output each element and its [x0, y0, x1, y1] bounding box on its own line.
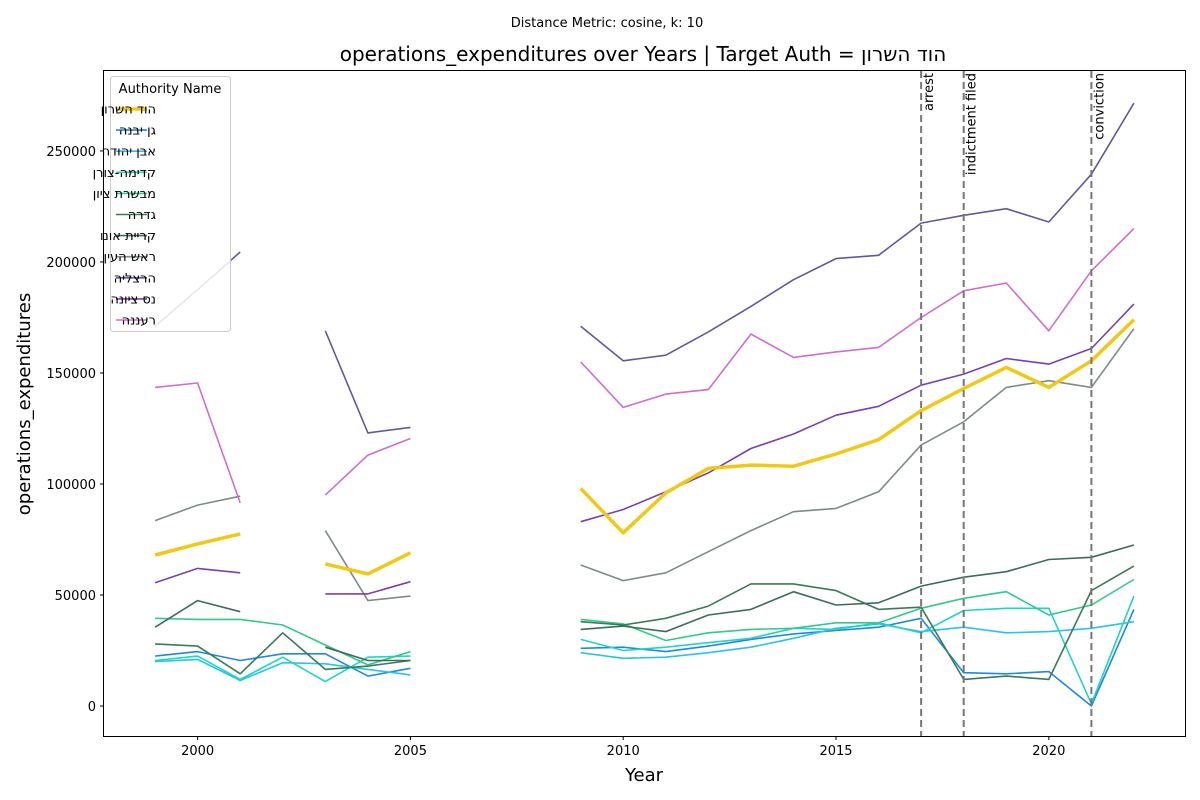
legend-label: ראש העין — [104, 250, 156, 265]
legend-label: מבשרת ציון — [93, 187, 156, 202]
y-tick-label: 150000 — [46, 367, 96, 382]
series-line — [155, 565, 1135, 681]
legend-label: קריית אונו — [100, 229, 156, 244]
legend-label: הוד השרון — [101, 103, 156, 118]
series-line — [154, 102, 1135, 434]
series-line — [155, 578, 1135, 666]
x-tick-label: 2005 — [394, 744, 427, 759]
plot-area: arrest indictment filed conviction — [154, 71, 1136, 736]
series-line — [154, 328, 1135, 602]
series-line — [154, 303, 1135, 595]
y-tick-label: 200000 — [46, 256, 96, 271]
x-tick-label: 2010 — [607, 744, 640, 759]
legend-title: Authority Name — [119, 82, 222, 97]
chart-suptitle: Distance Metric: cosine, k: 10 — [511, 16, 703, 31]
legend-label: רעננה — [122, 314, 156, 329]
event-label: conviction — [1092, 73, 1107, 140]
series-line — [155, 228, 1135, 504]
event-label: indictment filed — [965, 73, 980, 175]
x-tick-label: 2000 — [181, 744, 214, 759]
y-tick-label: 250000 — [46, 145, 96, 160]
event-label: arrest — [922, 73, 937, 111]
legend-label: אבן יהודה — [102, 145, 156, 160]
x-tick-label: 2020 — [1032, 744, 1065, 759]
legend-label: קדימה-צורן — [93, 166, 156, 181]
legend: Authority Name הוד השרון גן יבנה אבן יהודה… — [93, 76, 231, 332]
y-tick-label: 100000 — [46, 478, 96, 493]
chart-title: operations_expenditures over Years | Tar… — [340, 42, 947, 66]
x-tick-label: 2015 — [819, 744, 852, 759]
legend-label: הרצליה — [114, 271, 156, 286]
series-line — [155, 620, 1135, 682]
x-axis: 2000 2005 2010 2015 2020 — [181, 736, 1065, 759]
y-tick-label: 50000 — [55, 589, 96, 604]
x-axis-label: Year — [624, 765, 664, 786]
y-axis-label: operations_expenditures — [14, 293, 35, 515]
legend-label: גן יבנה — [119, 124, 156, 139]
legend-box — [110, 76, 231, 332]
legend-label: גדרה — [128, 208, 156, 223]
series-line — [154, 544, 1135, 662]
series-line — [155, 595, 1135, 705]
plot-frame — [103, 70, 1186, 737]
series-line — [154, 318, 1136, 576]
legend-label: נס ציונה — [110, 292, 156, 307]
y-tick-label: 0 — [88, 700, 96, 715]
series-line — [155, 609, 1135, 707]
y-axis: 0 50000 100000 150000 200000 250000 — [46, 145, 104, 715]
